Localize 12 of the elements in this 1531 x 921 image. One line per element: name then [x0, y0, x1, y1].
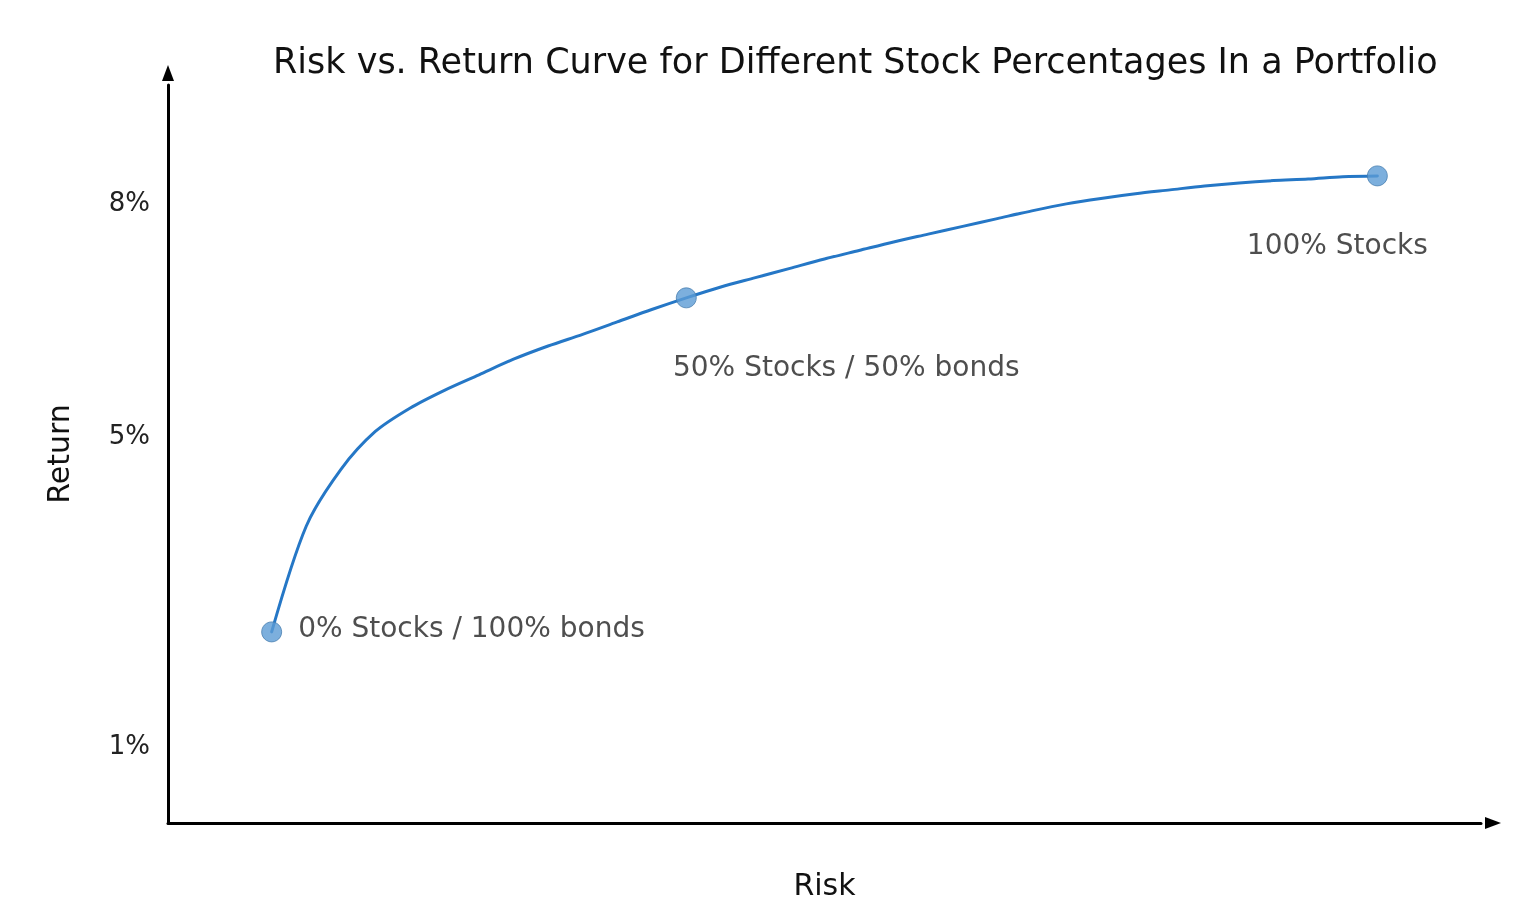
- y-tick-label: 8%: [108, 186, 150, 217]
- point: [1366, 165, 1388, 187]
- point: [261, 621, 283, 643]
- annotation: 0% Stocks / 100% bonds: [298, 611, 645, 645]
- x-axis-title: Risk: [793, 866, 857, 902]
- annotation: 50% Stocks / 50% bonds: [672, 349, 1020, 383]
- y-tick-label: 5%: [108, 419, 150, 450]
- point: [675, 287, 697, 309]
- y-axis-title: Return: [40, 404, 76, 504]
- chart-title: Risk vs. Return Curve for Different Stock Percentages In a Portfolio: [273, 40, 1438, 81]
- annotation: 100% Stocks: [1246, 227, 1428, 261]
- y-tick-label: 1%: [108, 730, 150, 761]
